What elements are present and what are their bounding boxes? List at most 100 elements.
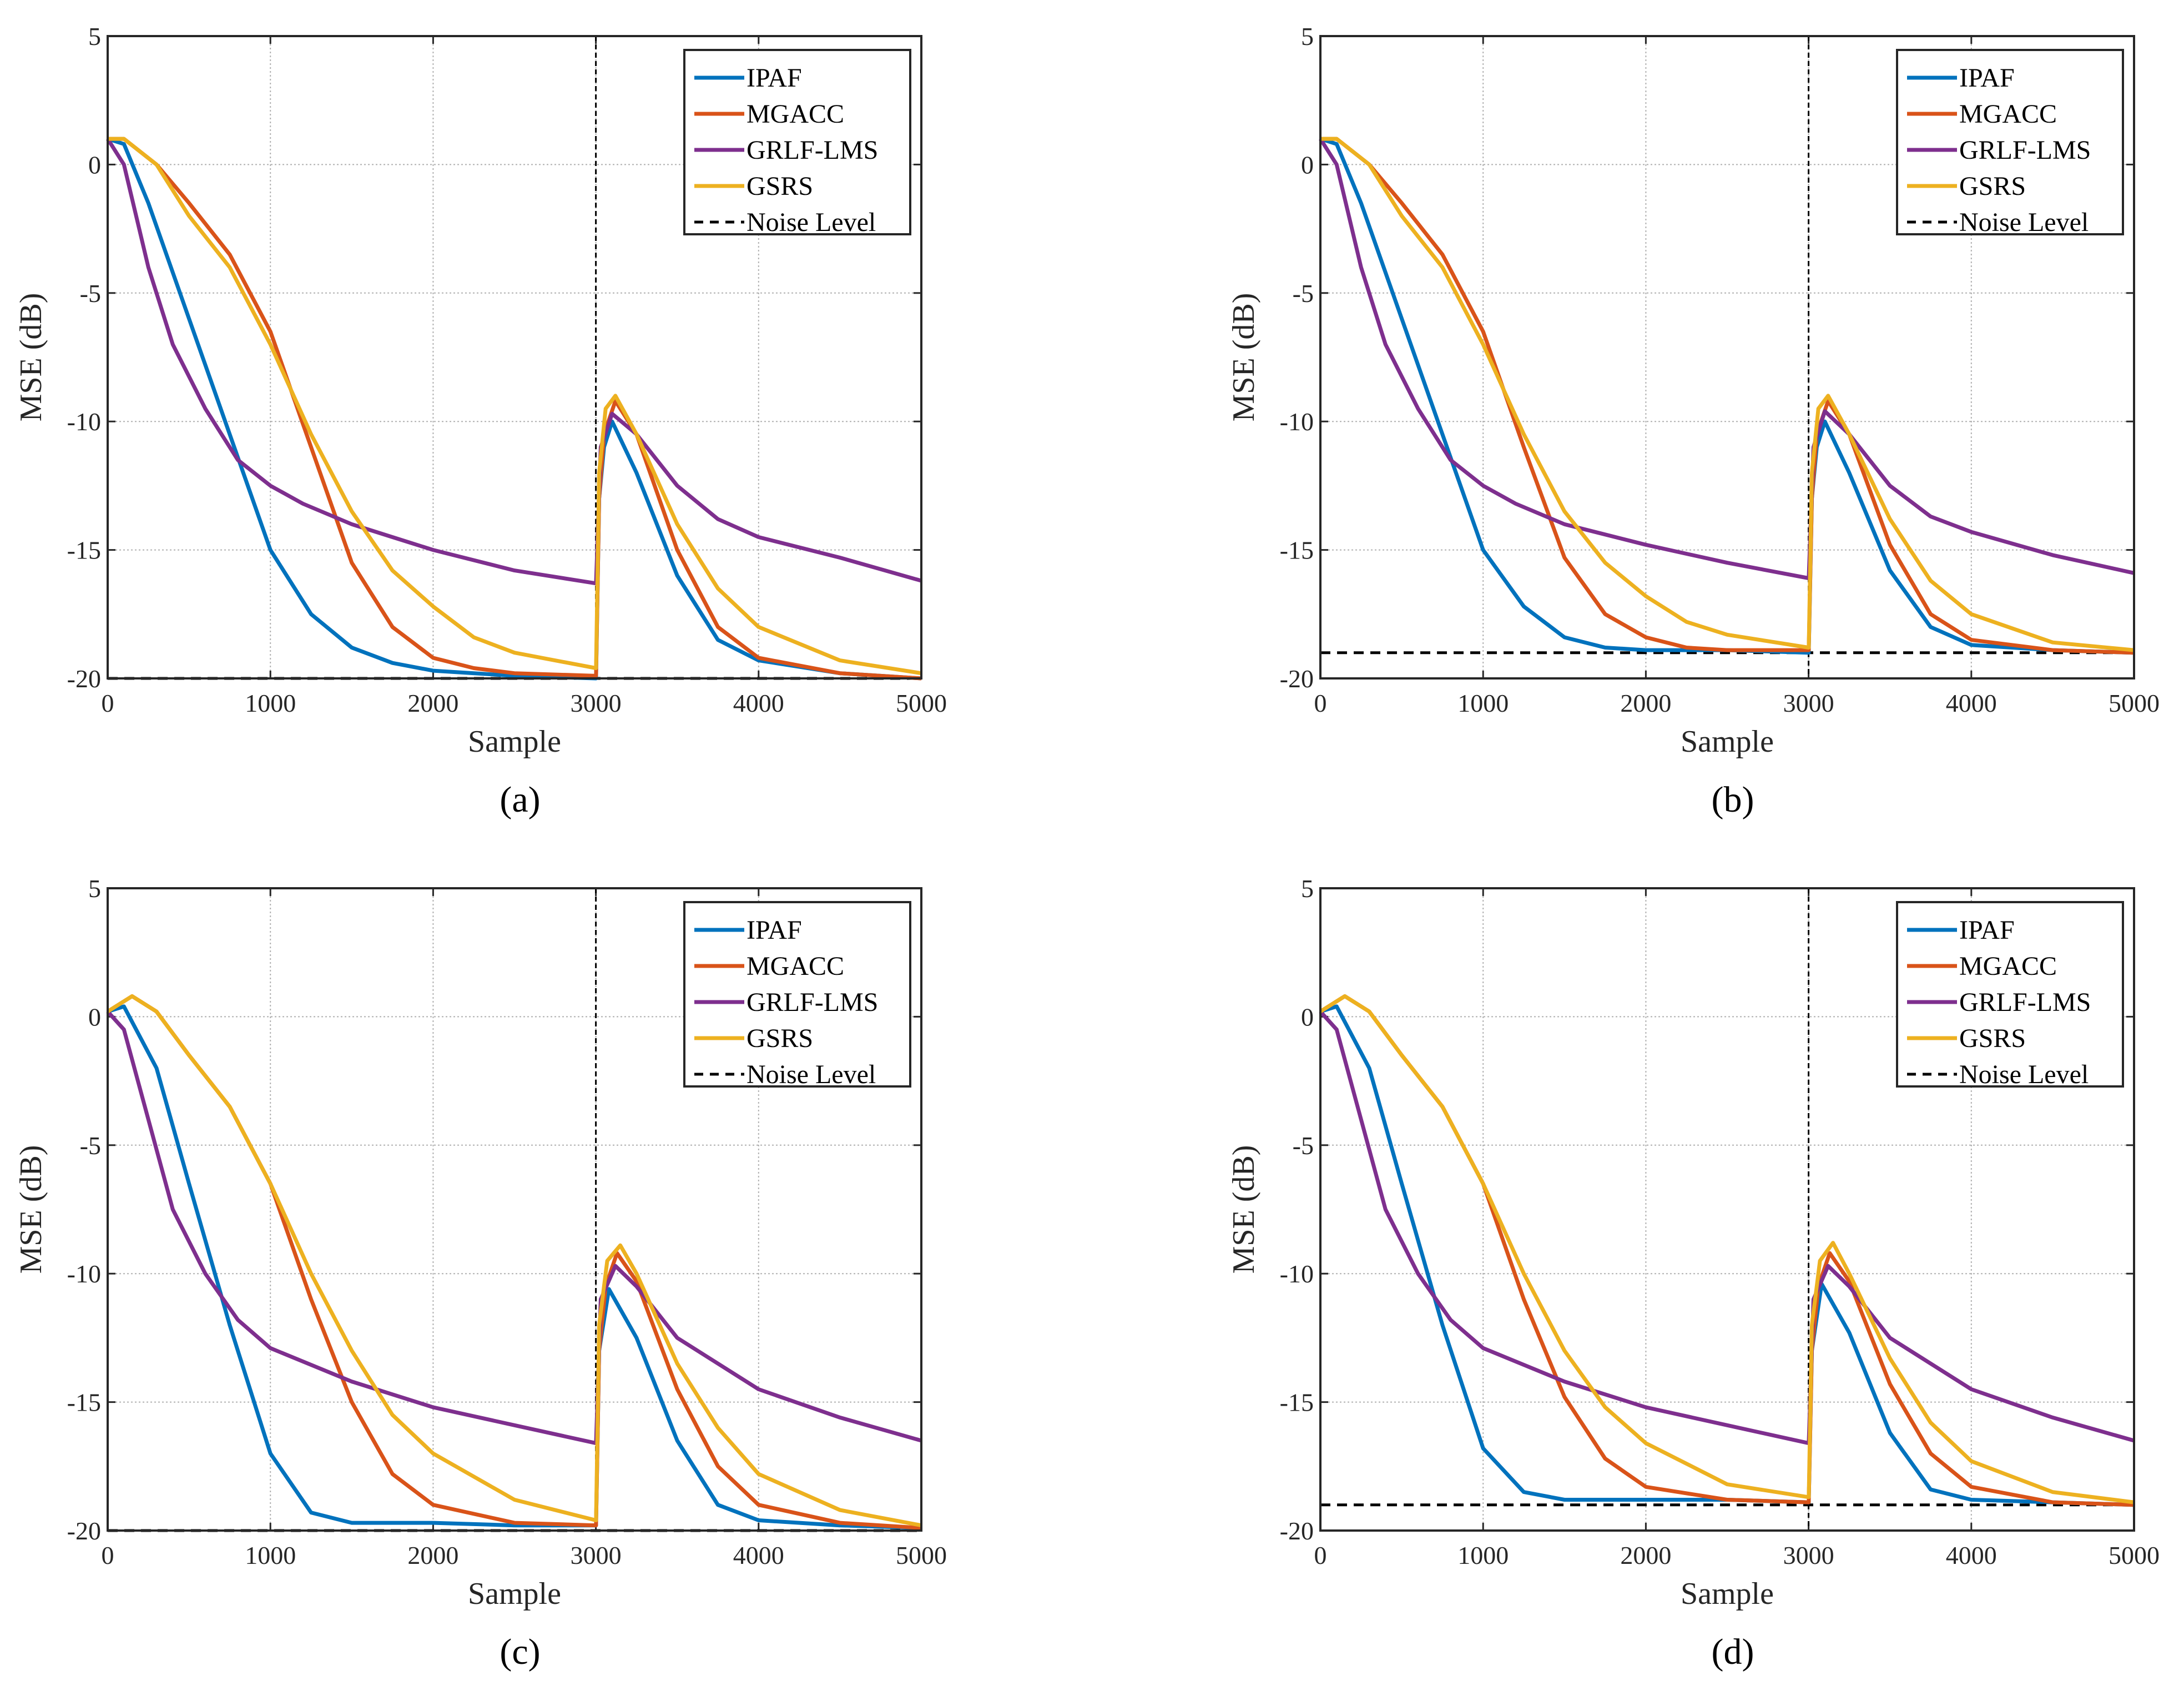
x-tick-label: 3000 <box>571 1541 622 1569</box>
legend-label: GRLF-LMS <box>1959 135 2091 165</box>
axes-box <box>1319 887 2135 1532</box>
x-axis-label: Sample <box>468 724 561 759</box>
y-axis-label: MSE (dB) <box>14 1145 48 1274</box>
legend-label: MGACC <box>1959 99 2057 129</box>
series-line-gsrs <box>1320 137 2135 652</box>
x-tick-label: 5000 <box>2109 1541 2160 1569</box>
chart-panel-b: 0 1000 2000 3000 4000 5000 -20 -15 -10 -5 0 5 Sample… <box>1227 22 2160 820</box>
legend-label: Noise Level <box>1959 1060 2089 1089</box>
legend-label: IPAF <box>1959 915 2015 945</box>
y-axis-label: MSE (dB) <box>1227 1145 1261 1274</box>
y-tick-label: -15 <box>67 1388 101 1417</box>
y-tick-label: 5 <box>88 874 101 903</box>
x-axis-label: Sample <box>468 1577 561 1611</box>
y-tick-label: -10 <box>67 407 101 436</box>
y-tick-label: -5 <box>80 279 101 308</box>
legend: IPAF MGACC GRLF-LMS GSRS Noise Level <box>683 49 911 237</box>
y-tick-label: 5 <box>1301 874 1314 903</box>
legend-label: IPAF <box>1959 63 2015 93</box>
x-tick-label: 3000 <box>1783 1541 1834 1569</box>
y-tick-label: -5 <box>1293 279 1314 308</box>
series-line-grlf-lms <box>106 138 922 586</box>
series-line-grlf-lms <box>1319 138 2135 580</box>
axes-box <box>107 887 922 1532</box>
legend-label: GRLF-LMS <box>1959 988 2091 1017</box>
axes-box <box>107 35 922 680</box>
legend-label: GSRS <box>1959 172 2026 201</box>
x-tick-label: 2000 <box>1620 1541 1671 1569</box>
x-tick-label: 4000 <box>733 689 784 717</box>
series-line-mgacc <box>1320 137 2135 655</box>
y-tick-label: 0 <box>1301 150 1314 179</box>
y-tick-label: 0 <box>88 1003 101 1031</box>
legend-label: GRLF-LMS <box>747 135 878 165</box>
y-tick-label: -5 <box>1293 1131 1314 1160</box>
panel-caption: (a) <box>500 779 540 820</box>
legend-label: Noise Level <box>747 1060 876 1089</box>
y-tick-label: 5 <box>1301 22 1314 51</box>
legend-label: MGACC <box>747 99 844 129</box>
series-line-mgacc <box>108 137 922 681</box>
chart-panel-d: 0 1000 2000 3000 4000 5000 -20 -15 -10 -5 0 5 Sample… <box>1227 874 2160 1672</box>
legend-label: GSRS <box>747 172 813 201</box>
y-tick-label: 0 <box>1301 1003 1314 1031</box>
axes-box <box>1319 35 2135 680</box>
series-line-gsrs <box>1319 994 2135 1504</box>
x-axis-label: Sample <box>1681 724 1774 759</box>
legend: IPAF MGACC GRLF-LMS GSRS Noise Level <box>683 901 911 1089</box>
y-tick-label: -10 <box>67 1260 101 1288</box>
y-tick-label: -5 <box>80 1131 101 1160</box>
legend-box <box>683 49 911 235</box>
x-tick-label: 2000 <box>407 689 458 717</box>
y-tick-label: -15 <box>1280 1388 1314 1417</box>
series-line-gsrs <box>108 137 922 676</box>
legend-label: IPAF <box>747 63 802 93</box>
panel-caption: (d) <box>1712 1632 1754 1672</box>
y-axis-label: MSE (dB) <box>1227 293 1261 422</box>
panel-caption: (c) <box>500 1632 540 1672</box>
legend-label: Noise Level <box>747 208 876 237</box>
y-tick-label: -20 <box>67 665 101 693</box>
x-tick-label: 0 <box>1314 1541 1327 1569</box>
x-axis-label: Sample <box>1681 1577 1774 1611</box>
legend-box <box>1896 49 2124 235</box>
legend-box <box>683 901 911 1088</box>
legend-label: GSRS <box>747 1024 813 1053</box>
x-tick-label: 2000 <box>1620 689 1671 717</box>
x-tick-label: 5000 <box>896 689 947 717</box>
legend-label: GRLF-LMS <box>747 988 878 1017</box>
x-tick-label: 4000 <box>1946 1541 1997 1569</box>
x-tick-label: 2000 <box>407 1541 458 1569</box>
series-line-gsrs <box>107 994 922 1528</box>
legend-label: MGACC <box>747 952 844 981</box>
y-tick-label: -20 <box>1280 665 1314 693</box>
y-tick-label: -10 <box>1280 407 1314 436</box>
x-tick-label: 4000 <box>733 1541 784 1569</box>
legend-box <box>1896 901 2124 1088</box>
series-line-ipaf <box>107 137 922 681</box>
y-tick-label: -20 <box>67 1517 101 1545</box>
series-line-grlf-lms <box>106 1010 922 1446</box>
y-tick-label: -20 <box>1280 1517 1314 1545</box>
legend-label: Noise Level <box>1959 208 2089 237</box>
legend: IPAF MGACC GRLF-LMS GSRS Noise Level <box>1896 49 2124 237</box>
legend-label: IPAF <box>747 915 802 945</box>
y-tick-label: 5 <box>88 22 101 51</box>
y-tick-label: -15 <box>1280 536 1314 565</box>
x-tick-label: 1000 <box>1457 1541 1509 1569</box>
x-tick-label: 3000 <box>571 689 622 717</box>
legend-label: MGACC <box>1959 952 2057 981</box>
chart-panel-a: 0 1000 2000 3000 4000 5000 -20 -15 -10 -5 0 5 Sample… <box>14 22 947 820</box>
x-tick-label: 0 <box>102 689 114 717</box>
x-tick-label: 1000 <box>245 1541 296 1569</box>
x-tick-label: 0 <box>1314 689 1327 717</box>
y-axis-label: MSE (dB) <box>14 293 48 422</box>
y-tick-label: -10 <box>1280 1260 1314 1288</box>
panel-caption: (b) <box>1712 779 1754 820</box>
series-line-grlf-lms <box>1319 1010 2135 1446</box>
x-tick-label: 5000 <box>896 1541 947 1569</box>
x-tick-label: 4000 <box>1946 689 1997 717</box>
chart-panel-c: 0 1000 2000 3000 4000 5000 -20 -15 -10 -5 0 5 Sample… <box>14 874 947 1672</box>
x-tick-label: 5000 <box>2109 689 2160 717</box>
